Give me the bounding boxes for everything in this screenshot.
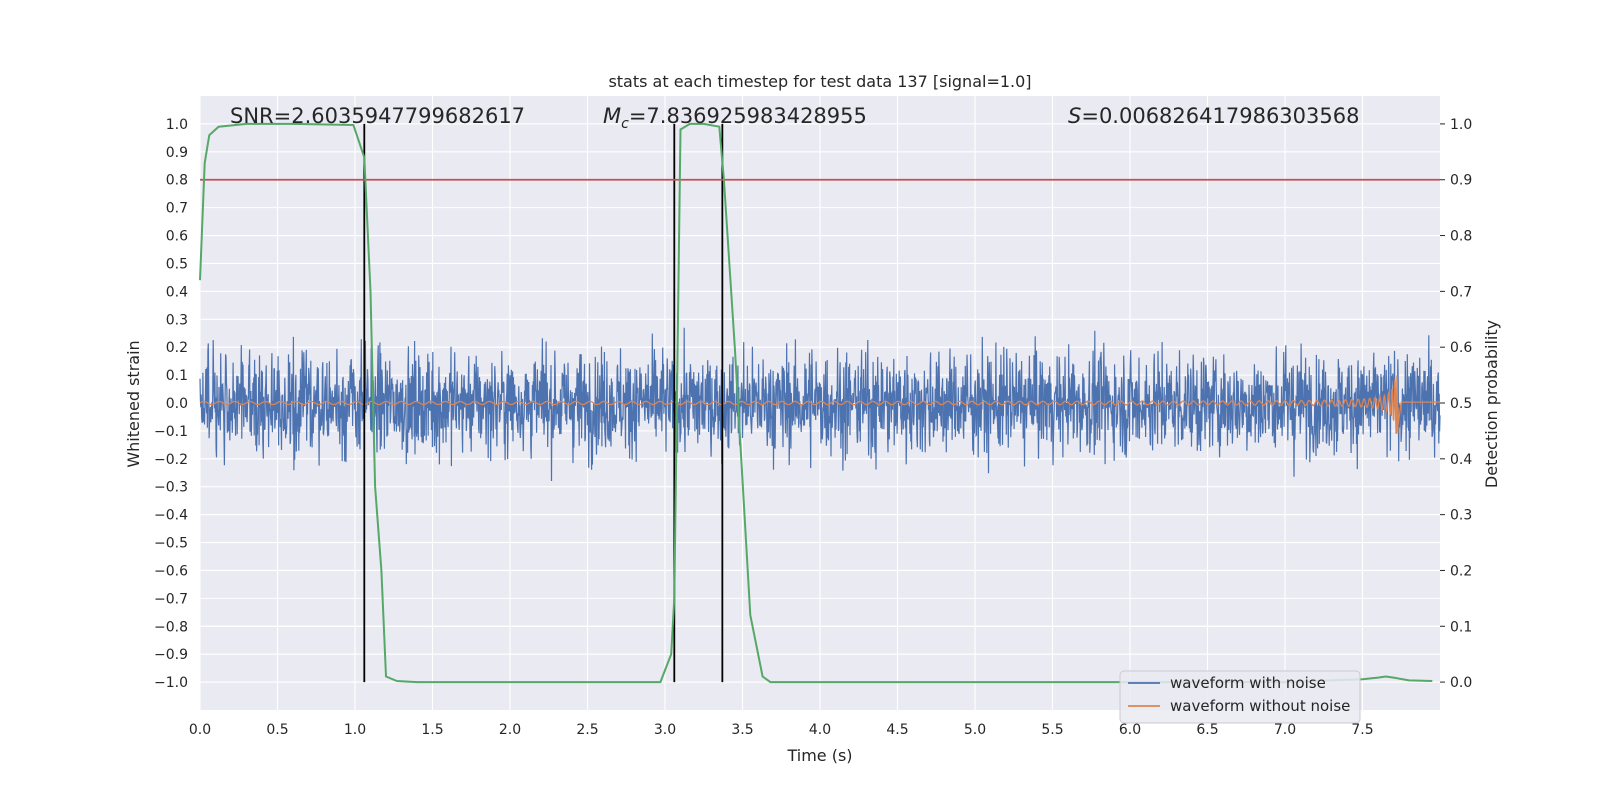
mc-subscript: c bbox=[621, 116, 629, 132]
x-tick-label: 1.5 bbox=[421, 722, 443, 738]
y2-tick-label: 0.6 bbox=[1450, 340, 1472, 356]
clean-waveform-line bbox=[199, 375, 1440, 434]
y-tick-label: −0.9 bbox=[154, 647, 188, 663]
y-tick-label: 0.9 bbox=[166, 145, 188, 161]
y2-tick-label: 0.9 bbox=[1450, 173, 1472, 189]
y2-tick-label: 1.0 bbox=[1450, 117, 1472, 133]
x-tick-label: 1.0 bbox=[344, 722, 366, 738]
x-tick-label: 6.5 bbox=[1196, 722, 1218, 738]
x-tick-label: 5.0 bbox=[964, 722, 986, 738]
chart-title: stats at each timestep for test data 137… bbox=[608, 72, 1031, 91]
x-tick-label: 7.0 bbox=[1274, 722, 1296, 738]
y-tick-label: −0.7 bbox=[154, 591, 188, 607]
legend-label-noisy: waveform with noise bbox=[1170, 674, 1326, 692]
y-tick-label: −0.5 bbox=[154, 536, 188, 552]
x-tick-label: 3.0 bbox=[654, 722, 676, 738]
y-tick-label: 0.1 bbox=[166, 368, 188, 384]
y-tick-label: 0.7 bbox=[166, 201, 188, 217]
tick-labels: 0.0 0.5 1.0 1.5 2.0 2.5 3.0 3.5 4.0 4.5 5.0 5.5 6.0 6… bbox=[154, 117, 1472, 738]
y-tick-label: 1.0 bbox=[166, 117, 188, 133]
mc-value: =7.836925983428955 bbox=[629, 104, 867, 128]
y-tick-label: 0.0 bbox=[166, 396, 188, 412]
x-tick-label: 2.0 bbox=[499, 722, 521, 738]
y2-tick-label: 0.8 bbox=[1450, 229, 1472, 245]
x-tick-label: 2.5 bbox=[576, 722, 598, 738]
s-symbol: S bbox=[1068, 104, 1081, 128]
snr-annotation: SNR=2.6035947799682617 bbox=[230, 104, 525, 128]
noisy-waveform-line bbox=[199, 327, 1441, 482]
y-tick-label: −0.2 bbox=[154, 452, 188, 468]
s-value: =0.006826417986303568 bbox=[1081, 104, 1359, 128]
y2-tick-label: 0.2 bbox=[1450, 563, 1472, 579]
x-tick-label: 0.5 bbox=[266, 722, 288, 738]
y-tick-label: −0.6 bbox=[154, 563, 188, 579]
chirp-mass-annotation: Mc=7.836925983428955 bbox=[603, 104, 867, 132]
y-tick-label: −0.3 bbox=[154, 480, 188, 496]
y2-tick-label: 0.1 bbox=[1450, 619, 1472, 635]
x-tick-label: 4.5 bbox=[886, 722, 908, 738]
y-tick-label: 0.6 bbox=[166, 229, 188, 245]
x-tick-label: 6.0 bbox=[1119, 722, 1141, 738]
y-tick-label: −0.8 bbox=[154, 619, 188, 635]
y2-axis-label: Detection probability bbox=[1482, 320, 1501, 488]
legend: waveform with noise waveform without noi… bbox=[1119, 670, 1361, 724]
x-tick-label: 4.0 bbox=[809, 722, 831, 738]
x-tick-label: 5.5 bbox=[1041, 722, 1063, 738]
y2-tick-label: 0.7 bbox=[1450, 284, 1472, 300]
y-tick-label: 0.8 bbox=[166, 173, 188, 189]
y2-tick-label: 0.4 bbox=[1450, 452, 1472, 468]
x-tick-label: 3.5 bbox=[731, 722, 753, 738]
y-tick-label: −0.4 bbox=[154, 508, 188, 524]
y-tick-label: −0.1 bbox=[154, 424, 188, 440]
y2-tick-label: 0.5 bbox=[1450, 396, 1472, 412]
x-axis-label: Time (s) bbox=[786, 746, 852, 765]
y-tick-label: −1.0 bbox=[154, 675, 188, 691]
y2-tick-label: 0.0 bbox=[1450, 675, 1472, 691]
y-tick-label: 0.3 bbox=[166, 312, 188, 328]
x-tick-label: 7.5 bbox=[1351, 722, 1373, 738]
y-axis-label: Whitened strain bbox=[124, 340, 143, 467]
noisy-waveform-layer bbox=[199, 327, 1441, 482]
y2-tick-label: 0.3 bbox=[1450, 508, 1472, 524]
s-annotation: S=0.006826417986303568 bbox=[1068, 104, 1359, 128]
y-tick-label: 0.2 bbox=[166, 340, 188, 356]
y-tick-label: 0.4 bbox=[166, 284, 188, 300]
clean-waveform-layer bbox=[199, 375, 1440, 434]
y-tick-label: 0.5 bbox=[166, 256, 188, 272]
x-tick-label: 0.0 bbox=[189, 722, 211, 738]
mc-symbol: M bbox=[603, 104, 621, 128]
legend-label-clean: waveform without noise bbox=[1170, 697, 1350, 715]
legend-box bbox=[1119, 670, 1361, 724]
